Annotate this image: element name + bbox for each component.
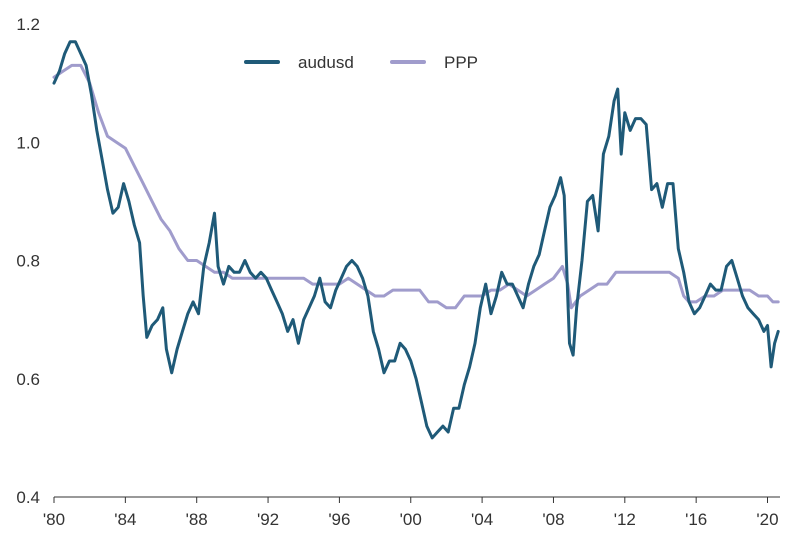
x-tick-label: '84	[114, 510, 136, 529]
x-tick-label: '20	[756, 510, 778, 529]
series-layer	[52, 40, 780, 440]
legend: audusd PPP	[244, 53, 478, 72]
y-tick-label: 0.6	[16, 370, 40, 389]
y-axis-ticks: 0.4 0.6 0.8 1.0 1.2	[16, 15, 40, 507]
x-tick-label: '16	[685, 510, 707, 529]
series-line-audusd	[52, 40, 780, 440]
x-tick-label: '96	[328, 510, 350, 529]
x-tick-label: '04	[471, 510, 493, 529]
x-tick-label: '08	[542, 510, 564, 529]
x-tick-label: '88	[186, 510, 208, 529]
legend-label-ppp: PPP	[444, 53, 478, 72]
x-tick-label: '92	[257, 510, 279, 529]
y-tick-label: 0.8	[16, 252, 40, 271]
y-tick-label: 1.2	[16, 15, 40, 34]
x-axis-ticks: '80 '84 '88 '92 '96 '00 '04 '08 '12 '16 '20	[43, 497, 779, 529]
legend-label-audusd: audusd	[298, 53, 354, 72]
x-tick-label: '80	[43, 510, 65, 529]
y-tick-label: 0.4	[16, 488, 40, 507]
x-tick-label: '12	[614, 510, 636, 529]
series-line-ppp	[52, 63, 780, 310]
y-tick-label: 1.0	[16, 133, 40, 152]
x-tick-label: '00	[400, 510, 422, 529]
